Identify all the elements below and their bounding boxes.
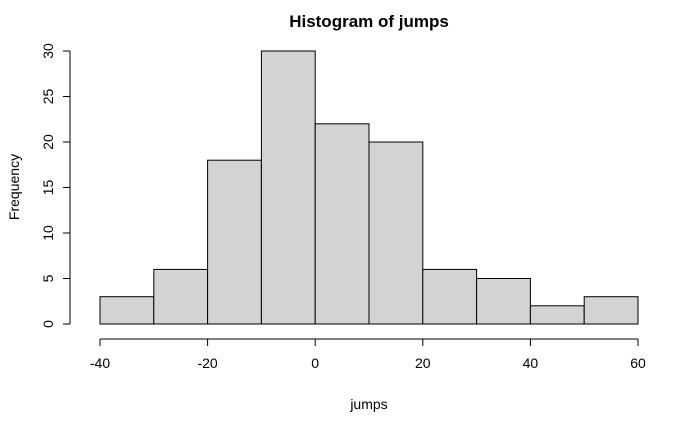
histogram-bar	[529, 305, 585, 325]
x-axis: -40 -20 0 20 40 60	[90, 338, 646, 371]
y-tick-label: 5	[40, 274, 56, 282]
y-axis: 0 5 10 15 20 25 30	[40, 43, 71, 328]
x-tick-label: -40	[90, 355, 110, 371]
histogram-bar	[476, 278, 531, 325]
bars-group	[99, 50, 639, 325]
histogram-bar	[422, 268, 478, 325]
y-axis-label: Frequency	[6, 154, 22, 220]
y-tick-label: 25	[40, 89, 56, 105]
y-tick-label: 10	[40, 225, 56, 241]
x-tick-label: 0	[311, 355, 319, 371]
chart-title: Histogram of jumps	[289, 12, 449, 31]
histogram-bar	[153, 268, 209, 325]
y-tick-label: 30	[40, 43, 56, 59]
histogram-bar	[99, 296, 155, 325]
histogram-bar	[260, 50, 316, 325]
x-tick-label: -20	[197, 355, 217, 371]
histogram-bar	[314, 123, 370, 325]
x-tick-label: 60	[630, 355, 646, 371]
x-tick-label: 20	[415, 355, 431, 371]
histogram-bar	[583, 296, 639, 325]
histogram-bar	[207, 159, 262, 325]
x-axis-label: jumps	[349, 396, 387, 412]
histogram-bar	[368, 141, 424, 325]
y-tick-label: 20	[40, 134, 56, 150]
y-tick-label: 15	[40, 180, 56, 196]
x-tick-label: 40	[523, 355, 539, 371]
y-tick-label: 0	[40, 320, 56, 328]
